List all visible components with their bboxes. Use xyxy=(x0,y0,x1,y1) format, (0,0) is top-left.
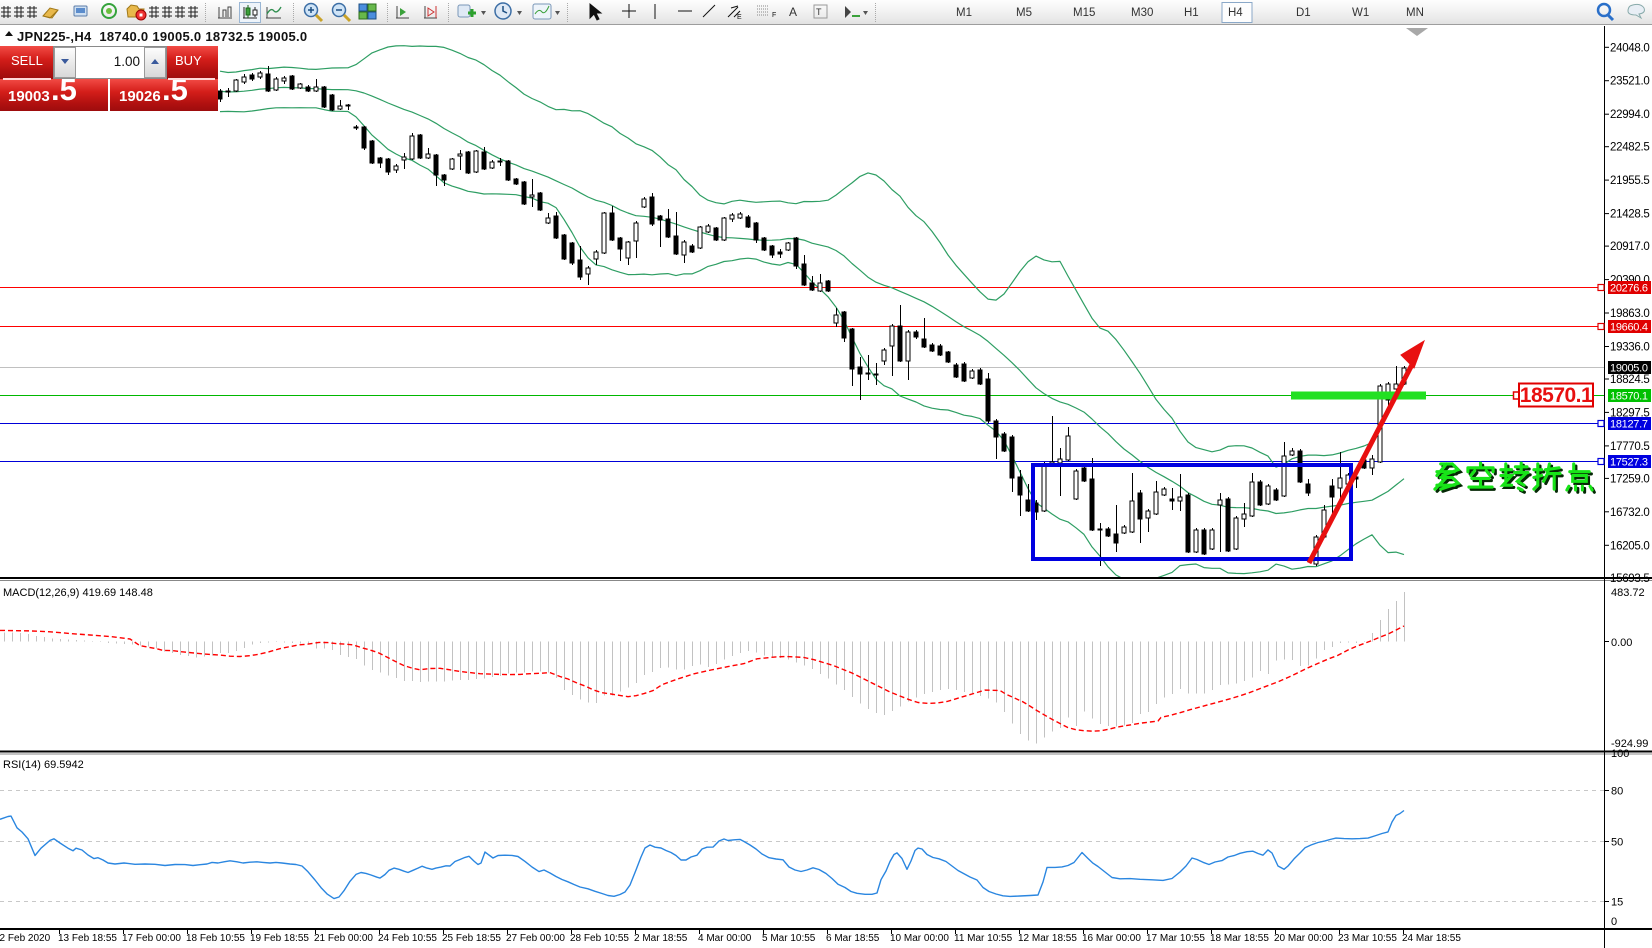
svg-text:19336.0: 19336.0 xyxy=(1610,342,1649,354)
svg-text:19660.4: 19660.4 xyxy=(1610,322,1648,334)
svg-text:13 Feb 18:55: 13 Feb 18:55 xyxy=(58,933,117,944)
svg-text:M15: M15 xyxy=(1073,7,1095,19)
svg-text:15: 15 xyxy=(1611,897,1623,909)
svg-text:16732.0: 16732.0 xyxy=(1610,507,1649,519)
svg-text:RSI(14) 69.5942: RSI(14) 69.5942 xyxy=(3,759,84,771)
svg-text:483.72: 483.72 xyxy=(1611,587,1645,599)
svg-text:12 Mar 18:55: 12 Mar 18:55 xyxy=(1018,933,1077,944)
svg-text:MN: MN xyxy=(1406,7,1424,19)
svg-text:24048.0: 24048.0 xyxy=(1610,42,1649,54)
svg-text:24 Feb 10:55: 24 Feb 10:55 xyxy=(378,933,437,944)
svg-text:18570.1: 18570.1 xyxy=(1610,391,1648,403)
svg-text:M1: M1 xyxy=(956,7,972,19)
svg-text:24 Mar 18:55: 24 Mar 18:55 xyxy=(1402,933,1461,944)
svg-text:22994.0: 22994.0 xyxy=(1610,109,1649,121)
svg-text:18297.5: 18297.5 xyxy=(1610,407,1649,419)
svg-text:21 Feb 00:00: 21 Feb 00:00 xyxy=(314,933,373,944)
svg-text:18 Feb 10:55: 18 Feb 10:55 xyxy=(186,933,245,944)
svg-text:5 Mar 10:55: 5 Mar 10:55 xyxy=(762,933,816,944)
svg-text:18127.7: 18127.7 xyxy=(1610,419,1648,431)
svg-text:16205.0: 16205.0 xyxy=(1610,540,1649,552)
svg-text:25 Feb 18:55: 25 Feb 18:55 xyxy=(442,933,501,944)
svg-text:17259.0: 17259.0 xyxy=(1610,473,1649,485)
svg-text:-924.99: -924.99 xyxy=(1611,738,1648,750)
svg-text:W1: W1 xyxy=(1352,7,1369,19)
svg-text:M30: M30 xyxy=(1131,7,1153,19)
svg-text:23 Mar 10:55: 23 Mar 10:55 xyxy=(1338,933,1397,944)
svg-text:23521.0: 23521.0 xyxy=(1610,76,1649,88)
svg-text:M5: M5 xyxy=(1016,7,1032,19)
svg-text:27 Feb 00:00: 27 Feb 00:00 xyxy=(506,933,565,944)
svg-text:80: 80 xyxy=(1611,786,1623,798)
svg-text:50: 50 xyxy=(1611,837,1623,849)
svg-text:E: E xyxy=(737,14,742,21)
svg-text:2 Mar 18:55: 2 Mar 18:55 xyxy=(634,933,688,944)
svg-text:0.00: 0.00 xyxy=(1611,637,1632,649)
svg-text:12 Feb 2020: 12 Feb 2020 xyxy=(0,933,51,944)
svg-text:17 Feb 00:00: 17 Feb 00:00 xyxy=(122,933,181,944)
svg-text:28 Feb 10:55: 28 Feb 10:55 xyxy=(570,933,629,944)
svg-text:19 Feb 18:55: 19 Feb 18:55 xyxy=(250,933,309,944)
svg-text:18824.5: 18824.5 xyxy=(1610,374,1649,386)
svg-text:19863.0: 19863.0 xyxy=(1610,308,1649,320)
svg-text:A: A xyxy=(789,5,797,19)
svg-text:F: F xyxy=(772,12,776,19)
svg-text:6 Mar 18:55: 6 Mar 18:55 xyxy=(826,933,880,944)
svg-text:100: 100 xyxy=(1611,748,1629,760)
svg-text:H4: H4 xyxy=(1228,7,1243,19)
svg-text:17770.5: 17770.5 xyxy=(1610,441,1649,453)
svg-text:21955.5: 21955.5 xyxy=(1610,175,1649,187)
svg-text:0: 0 xyxy=(1611,916,1617,928)
svg-text:16 Mar 00:00: 16 Mar 00:00 xyxy=(1082,933,1141,944)
svg-text:D1: D1 xyxy=(1296,7,1311,19)
svg-text:T: T xyxy=(816,7,822,17)
svg-text:4 Mar 00:00: 4 Mar 00:00 xyxy=(698,933,752,944)
svg-text:20276.6: 20276.6 xyxy=(1610,283,1648,295)
svg-text:11 Mar 10:55: 11 Mar 10:55 xyxy=(954,933,1013,944)
svg-text:17 Mar 10:55: 17 Mar 10:55 xyxy=(1146,933,1205,944)
svg-text:17527.3: 17527.3 xyxy=(1610,457,1648,469)
svg-text:21428.5: 21428.5 xyxy=(1610,209,1649,221)
svg-text:18 Mar 18:55: 18 Mar 18:55 xyxy=(1210,933,1269,944)
svg-text:MACD(12,26,9) 419.69 148.48: MACD(12,26,9) 419.69 148.48 xyxy=(3,587,153,599)
svg-text:10 Mar 00:00: 10 Mar 00:00 xyxy=(890,933,949,944)
svg-text:20 Mar 00:00: 20 Mar 00:00 xyxy=(1274,933,1333,944)
svg-text:19005.0: 19005.0 xyxy=(1610,363,1648,375)
svg-text:H1: H1 xyxy=(1184,7,1199,19)
svg-text:22482.5: 22482.5 xyxy=(1610,142,1649,154)
svg-text:15693.5: 15693.5 xyxy=(1610,573,1649,585)
svg-text:18570.1: 18570.1 xyxy=(1520,384,1593,407)
svg-text:20917.0: 20917.0 xyxy=(1610,241,1649,253)
